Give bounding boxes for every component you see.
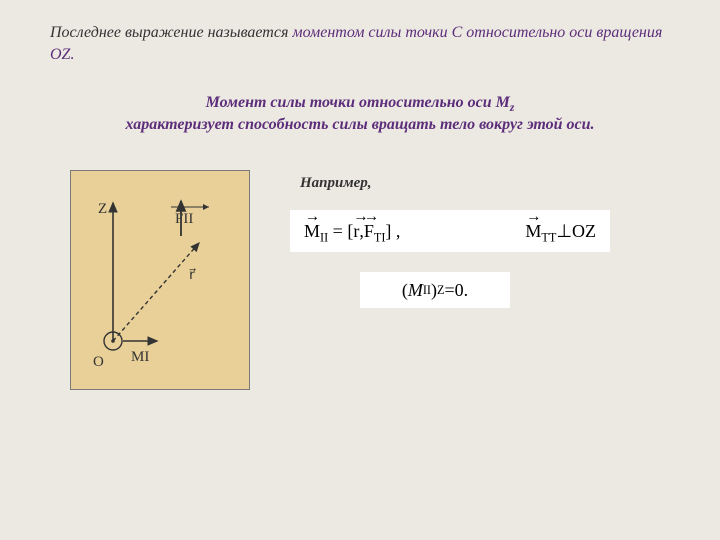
eq2-eq: = — [444, 280, 454, 301]
eq2-zero: 0. — [455, 280, 469, 301]
r-vector — [113, 243, 199, 341]
eq1-eq: = — [328, 221, 347, 241]
eq1-right: MΤΤ⊥OZ — [525, 221, 596, 242]
equation-1: MΙΙ = [r,FΤΙ] , MΤΤ⊥OZ — [290, 210, 610, 252]
eq1-M2-vec: M — [525, 221, 541, 242]
o-label: O — [93, 354, 104, 370]
eq1-M2: M — [525, 221, 541, 241]
eq1-F: F — [364, 221, 374, 241]
def-line1-sub: z — [510, 102, 514, 114]
slide: Последнее выражение называется моментом … — [0, 0, 720, 540]
eq1-M-sub: ΙΙ — [320, 230, 328, 244]
eq1-M-vec: M — [304, 221, 320, 242]
r-label: r⃗ — [189, 268, 196, 283]
diagram-svg: Z O r⃗ FΙΙ MΙ — [71, 171, 251, 391]
eq1-M2-sub: ΤΤ — [541, 230, 556, 244]
diagram: Z O r⃗ FΙΙ MΙ — [70, 170, 250, 390]
eq1-rbr: ] , — [385, 221, 400, 241]
eq1-r: r — [353, 221, 359, 241]
definition-text: Момент силы точки относительно оси Mz ха… — [50, 92, 670, 135]
eq1-F-sub: ΤΙ — [374, 230, 386, 244]
def-line1a: Момент силы точки относительно оси M — [206, 94, 510, 111]
m-label: MΙ — [131, 349, 149, 365]
intro-text: Последнее выражение называется моментом … — [50, 22, 670, 65]
eq1-M: M — [304, 221, 320, 241]
eq1-F-vec: F — [364, 221, 374, 242]
def-line2: характеризует способность силы вращать т… — [125, 116, 594, 133]
eq1-r-vec: r — [353, 221, 359, 242]
z-label: Z — [98, 201, 107, 217]
f-label: FΙΙ — [175, 211, 193, 227]
eq2-M: M — [408, 280, 423, 301]
example-label: Например, — [300, 175, 372, 192]
eq1-OZ: OZ — [572, 221, 596, 241]
eq1-perp: ⊥ — [556, 221, 572, 241]
f-arrow-head — [203, 204, 209, 210]
intro-part1: Последнее выражение называется — [50, 24, 292, 41]
eq1-left: MΙΙ = [r,FΤΙ] , — [304, 221, 400, 242]
equation-2: (MΙΙ)Z = 0. — [360, 272, 510, 308]
